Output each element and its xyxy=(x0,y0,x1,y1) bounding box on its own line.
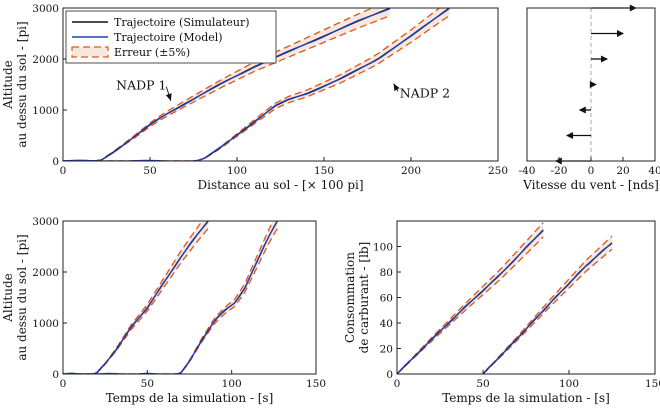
error-lower-line-series-1 xyxy=(63,228,278,374)
wind-arrow-head xyxy=(578,106,586,114)
x-axis-label: Temps de la simulation - [s] xyxy=(106,391,274,405)
x-axis-label: Vitesse du vent - [nds] xyxy=(522,178,659,192)
x-tick-label: 0 xyxy=(60,378,67,390)
annotation-label: NADP 1 xyxy=(116,78,166,93)
error-upper-line-series-0 xyxy=(397,222,544,374)
wind-arrow-head xyxy=(589,81,597,88)
y-tick-label: 0 xyxy=(52,369,59,381)
axes-frame xyxy=(62,220,317,375)
y-tick-label: 100 xyxy=(373,242,393,254)
y-tick-label: 0 xyxy=(52,156,59,168)
x-tick-label: 0 xyxy=(394,378,401,390)
wind-arrow-head xyxy=(566,132,573,139)
model-line-series-0 xyxy=(63,8,391,161)
y-tick-label: 40 xyxy=(380,318,393,330)
model-line-series-1 xyxy=(63,8,450,161)
x-axis-label: Distance au sol - [× 100 pi] xyxy=(197,178,363,192)
y-axis-label-line1: Altitude xyxy=(1,60,15,110)
plot-area xyxy=(63,221,278,374)
wind-arrow-head xyxy=(617,30,624,37)
axes-frame xyxy=(62,7,499,162)
x-tick-label: 250 xyxy=(488,165,508,177)
annotation-arrow-head xyxy=(393,83,400,92)
chart-trajectory-time: 0 50 100 150 0 1000 2000 3000 Temps de la simula… xyxy=(1,216,326,405)
y-tick-label: 80 xyxy=(380,267,393,279)
x-tick-label: 50 xyxy=(143,165,156,177)
legend: Trajectoire (Simulateur) Trajectoire (Mod… xyxy=(65,10,277,64)
x-tick-label: 150 xyxy=(306,378,326,390)
model-line-series-1 xyxy=(63,221,278,374)
chart-fuel-consumption: 050100150020406080100Temps de la simulat… xyxy=(343,220,660,405)
x-tick-label: 20 xyxy=(616,165,629,177)
x-tick-label: 200 xyxy=(401,165,421,177)
x-tick-label: 0 xyxy=(588,165,595,177)
y-axis-label-line2: de carburant - [lb] xyxy=(357,242,371,354)
error-upper-line-series-1 xyxy=(482,235,613,374)
y-tick-label: 20 xyxy=(380,344,393,356)
y-tick-label: 0 xyxy=(386,369,393,381)
y-tick-label: 1000 xyxy=(32,318,59,330)
x-tick-label: 100 xyxy=(559,378,579,390)
y-tick-label: 60 xyxy=(380,293,393,305)
x-tick-label: 150 xyxy=(645,378,660,390)
x-tick-label: -40 xyxy=(519,165,536,177)
legend-entry: Erreur (±5%) xyxy=(114,46,190,59)
plot-area xyxy=(63,8,450,161)
x-tick-label: 150 xyxy=(314,165,334,177)
legend-swatch-error xyxy=(71,46,109,58)
plot-area xyxy=(397,222,613,374)
simulator-line-series-1 xyxy=(63,221,278,374)
y-tick-label: 3000 xyxy=(32,3,59,15)
chart-trajectory-distance: 0 50 100 150 200 250 0 1000 2000 3000 Distance au … xyxy=(1,3,508,192)
error-band-series-1 xyxy=(63,221,278,374)
model-line-series-1 xyxy=(482,242,613,374)
annotation-label: NADP 2 xyxy=(400,85,450,100)
annotation-arrow-head xyxy=(165,93,172,101)
error-upper-line-series-0 xyxy=(63,221,204,374)
y-axis-label-line2: au dessu du sol - [pi] xyxy=(15,21,29,147)
model-line-series-0 xyxy=(397,230,544,374)
legend-entry: Trajectoire (Simulateur) xyxy=(114,16,250,29)
y-axis-label-line1: Consommation xyxy=(343,252,357,343)
y-axis-label-line1: Altitude xyxy=(1,273,15,323)
error-lower-line-series-1 xyxy=(482,248,613,374)
error-upper-line-series-1 xyxy=(63,221,274,374)
x-tick-label: 50 xyxy=(141,378,154,390)
y-axis-label-line2: au dessu du sol - [pi] xyxy=(15,234,29,360)
error-band-series-0 xyxy=(63,8,391,161)
error-band-series-0 xyxy=(63,221,209,374)
x-tick-label: 0 xyxy=(60,165,67,177)
error-lower-line-series-1 xyxy=(63,15,450,161)
y-tick-label: 2000 xyxy=(32,267,59,279)
y-tick-label: 1000 xyxy=(32,105,59,117)
error-lower-line-series-0 xyxy=(63,228,209,374)
legend-entry: Trajectoire (Model) xyxy=(114,31,223,44)
model-line-series-0 xyxy=(63,221,209,374)
y-tick-label: 2000 xyxy=(32,54,59,66)
y-tick-label: 3000 xyxy=(32,216,59,228)
x-tick-label: -20 xyxy=(551,165,568,177)
wind-arrow-head xyxy=(601,55,608,63)
x-tick-label: 100 xyxy=(222,378,242,390)
x-tick-label: 50 xyxy=(476,378,489,390)
x-axis-label: Temps de la simulation - [s] xyxy=(442,391,610,405)
x-tick-label: 40 xyxy=(648,165,660,177)
error-upper-line-series-1 xyxy=(63,8,441,161)
x-tick-label: 100 xyxy=(227,165,247,177)
